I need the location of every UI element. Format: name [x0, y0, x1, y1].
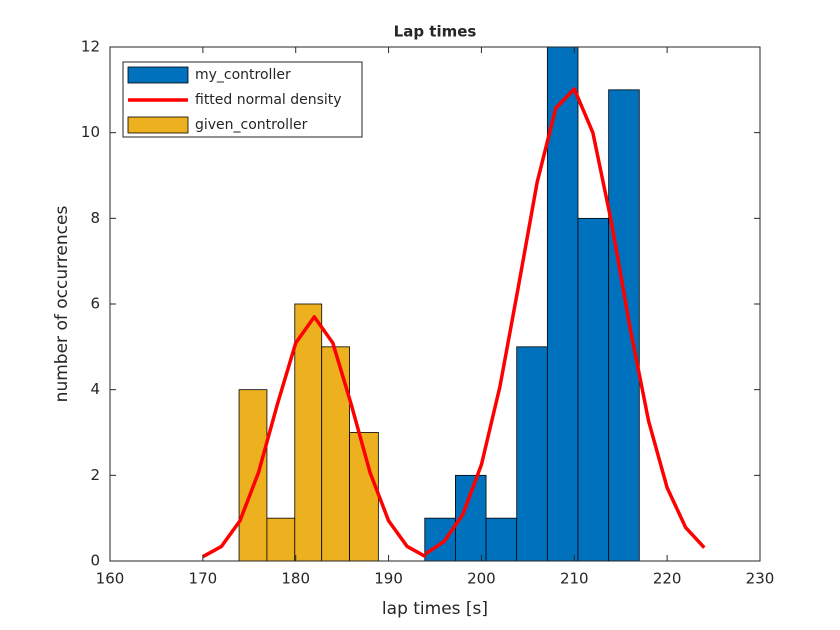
histogram-bar [608, 89, 640, 562]
legend-label: given_controller [195, 117, 308, 133]
histogram-bar [485, 517, 518, 562]
y-tick-label: 6 [90, 295, 100, 313]
x-tick-label: 180 [281, 570, 310, 588]
histogram-bar [238, 389, 268, 562]
x-tick-label: 160 [96, 570, 125, 588]
y-tick-label: 2 [90, 466, 100, 484]
y-tick-label: 0 [90, 552, 100, 570]
y-tick-label: 8 [90, 209, 100, 227]
legend-label: fitted normal density [195, 92, 342, 108]
legend-label: my_controller [195, 67, 291, 83]
x-tick-label: 190 [374, 570, 403, 588]
histogram-bar [516, 346, 548, 562]
histogram-bar [266, 517, 296, 562]
y-tick-label: 4 [90, 380, 100, 398]
chart-title: Lap times [394, 23, 477, 41]
legend-swatch [127, 66, 189, 84]
y-tick-label: 10 [81, 123, 100, 141]
histogram-bar [577, 217, 610, 562]
density-line [202, 87, 706, 559]
y-tick-label: 12 [81, 38, 100, 56]
x-tick-label: 220 [653, 570, 682, 588]
x-tick-label: 170 [189, 570, 218, 588]
plot-area [202, 46, 706, 562]
histogram-bar [294, 303, 323, 562]
x-axis-label: lap times [s] [382, 599, 488, 619]
legend-swatch [127, 116, 189, 134]
histogram-bar [424, 517, 456, 562]
x-tick-label: 200 [467, 570, 496, 588]
x-tick-label: 230 [746, 570, 775, 588]
y-axis-label: number of occurrences [52, 206, 72, 403]
x-tick-label: 210 [560, 570, 589, 588]
